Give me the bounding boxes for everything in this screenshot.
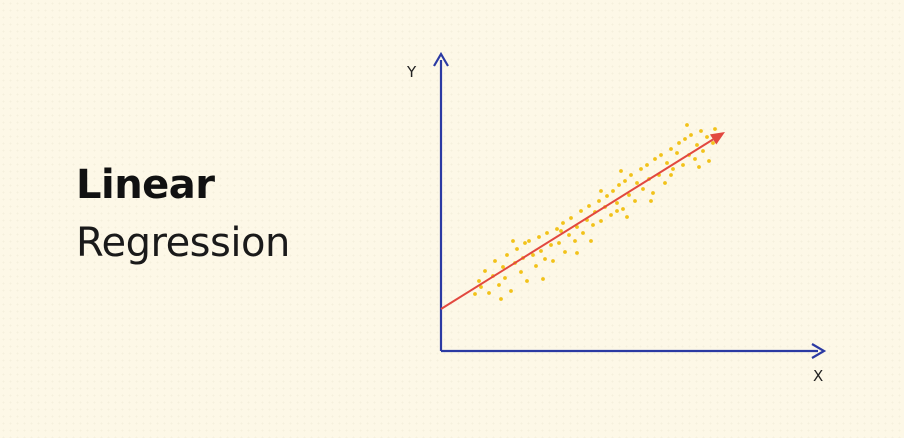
scatter-point [581, 231, 585, 235]
scatter-point [567, 233, 571, 237]
x-axis-arrowhead [811, 343, 827, 359]
scatter-point [497, 283, 501, 287]
x-axis-label: X [813, 367, 823, 385]
regression-line [440, 138, 714, 310]
scatter-point [579, 209, 583, 213]
scatter-point [711, 141, 715, 145]
scatter-point [519, 270, 523, 274]
scatter-point [617, 183, 621, 187]
scatter-point [527, 239, 531, 243]
scatter-point [511, 239, 515, 243]
scatter-point [605, 194, 609, 198]
scatter-point [671, 167, 675, 171]
scatter-point [543, 257, 547, 261]
scatter-point [707, 159, 711, 163]
scatter-point [693, 157, 697, 161]
scatter-point [689, 133, 693, 137]
scatter-point [675, 151, 679, 155]
scatter-point [477, 279, 481, 283]
scatter-point [683, 137, 687, 141]
scatter-point [525, 279, 529, 283]
scatter-point [531, 253, 535, 257]
scatter-point [509, 289, 513, 293]
scatter-point [635, 181, 639, 185]
scatter-point [645, 163, 649, 167]
scatter-point [575, 225, 579, 229]
scatter-point [483, 269, 487, 273]
scatter-point [609, 213, 613, 217]
title-light-word: Regression [76, 220, 290, 266]
scatter-point [713, 127, 717, 131]
scatter-point [677, 141, 681, 145]
scatter-point [615, 201, 619, 205]
title-block: Linear Regression [76, 156, 290, 272]
scatter-point [549, 243, 553, 247]
scatter-point [534, 264, 538, 268]
title-bold-word: Linear [76, 162, 215, 208]
scatter-point [665, 161, 669, 165]
scatter-point [539, 249, 543, 253]
scatter-point [633, 199, 637, 203]
y-axis-label: Y [406, 63, 417, 81]
scatter-point [651, 191, 655, 195]
scatter-point [541, 277, 545, 281]
scatter-point [515, 247, 519, 251]
scatter-point [641, 187, 645, 191]
scatter-point [551, 259, 555, 263]
scatter-point [639, 167, 643, 171]
scatter-point [681, 163, 685, 167]
scatter-point [669, 147, 673, 151]
scatter-point [501, 265, 505, 269]
scatter-point [473, 292, 477, 296]
scatter-point [663, 181, 667, 185]
scatter-point [625, 215, 629, 219]
scatter-point [537, 235, 541, 239]
scatter-point [627, 193, 631, 197]
scatter-point [575, 251, 579, 255]
scatter-point [699, 129, 703, 133]
scatter-point [621, 207, 625, 211]
scatter-point [561, 221, 565, 225]
scatter-point [557, 241, 561, 245]
scatter-point [701, 149, 705, 153]
scatter-point [619, 169, 623, 173]
scatter-point [599, 219, 603, 223]
scatter-point [685, 123, 689, 127]
scatter-point [653, 157, 657, 161]
scatter-point [705, 135, 709, 139]
scatter-point [563, 250, 567, 254]
scatter-point [697, 165, 701, 169]
scatter-point [499, 297, 503, 301]
scatter-point [487, 291, 491, 295]
scatter-point [615, 209, 619, 213]
scatter-point [623, 179, 627, 183]
scatter-point [505, 253, 509, 257]
scatter-point [569, 216, 573, 220]
scatter-point [523, 241, 527, 245]
scatter-point [573, 239, 577, 243]
scatter-point [589, 239, 593, 243]
scatter-point [611, 189, 615, 193]
scatter-point [629, 173, 633, 177]
scatter-point [493, 259, 497, 263]
scatter-point [555, 227, 559, 231]
scatter-point [659, 153, 663, 157]
y-axis-arrowhead [433, 51, 449, 67]
scatter-point [559, 229, 563, 233]
scatter-point [695, 143, 699, 147]
regression-arrowhead [709, 132, 725, 145]
scatter-point [591, 223, 595, 227]
scatter-point [669, 173, 673, 177]
scatter-point [545, 231, 549, 235]
scatter-point [479, 285, 483, 289]
scatter-point [587, 204, 591, 208]
scatter-point [597, 199, 601, 203]
scatter-point [599, 189, 603, 193]
scatter-point [503, 276, 507, 280]
scatter-point [649, 199, 653, 203]
